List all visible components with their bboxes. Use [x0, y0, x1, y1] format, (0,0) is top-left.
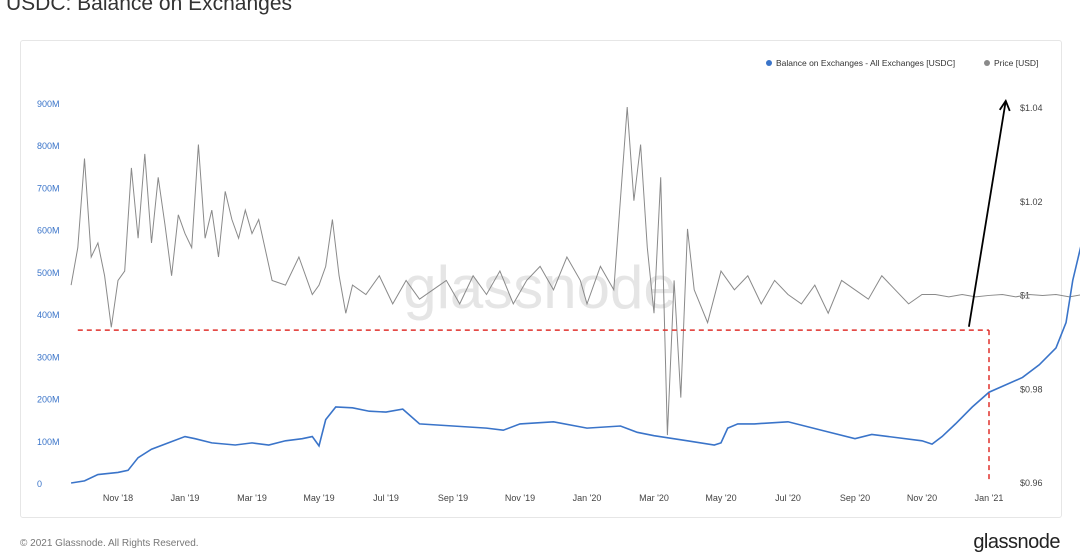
x-tick-label: Jul '19: [373, 493, 399, 503]
x-tick-label: Sep '19: [438, 493, 468, 503]
arrow-head-icon: [999, 98, 1011, 112]
page-title: USDC: Balance on Exchanges: [6, 0, 292, 15]
y-left-tick-label: 600M: [37, 226, 60, 236]
x-tick-label: Jan '21: [975, 493, 1004, 503]
y-left-tick-label: 900M: [37, 99, 60, 109]
y-left-tick-label: 300M: [37, 352, 60, 362]
legend-price-label: Price [USD]: [994, 58, 1038, 68]
x-tick-label: Nov '20: [907, 493, 937, 503]
x-tick-label: Mar '19: [237, 493, 267, 503]
x-tick-label: Sep '20: [840, 493, 870, 503]
arrow-line: [968, 100, 1007, 327]
x-tick-label: Nov '19: [505, 493, 535, 503]
y-left-tick-label: 800M: [37, 141, 60, 151]
x-tick-label: Jan '20: [573, 493, 602, 503]
brand-logo: glassnode: [973, 531, 1060, 553]
price-line: [70, 106, 1080, 436]
y-left-tick-label: 100M: [37, 437, 60, 447]
x-tick-label: May '19: [303, 493, 334, 503]
legend-balance-dot-icon: [766, 60, 772, 66]
y-right-tick-label: $0.98: [1020, 384, 1043, 394]
y-right-tick-label: $1.02: [1020, 197, 1043, 207]
balance-line: [70, 246, 1080, 484]
y-left-tick-label: 700M: [37, 183, 60, 193]
watermark: glassnode: [403, 254, 677, 321]
y-left-tick-label: 500M: [37, 268, 60, 278]
x-tick-label: May '20: [705, 493, 736, 503]
y-left-tick-label: 400M: [37, 310, 60, 320]
x-tick-label: Mar '20: [639, 493, 669, 503]
chart-panel: [20, 40, 1062, 518]
y-right-tick-label: $0.96: [1020, 478, 1043, 488]
y-left-tick-label: 0: [37, 479, 42, 489]
y-left-tick-label: 200M: [37, 395, 60, 405]
legend-balance-label: Balance on Exchanges - All Exchanges [US…: [776, 58, 955, 68]
x-tick-label: Jul '20: [775, 493, 801, 503]
y-right-tick-label: $1.04: [1020, 103, 1043, 113]
copyright: © 2021 Glassnode. All Rights Reserved.: [20, 538, 199, 549]
x-tick-label: Jan '19: [171, 493, 200, 503]
x-tick-label: Nov '18: [103, 493, 133, 503]
legend-price-dot-icon: [984, 60, 990, 66]
